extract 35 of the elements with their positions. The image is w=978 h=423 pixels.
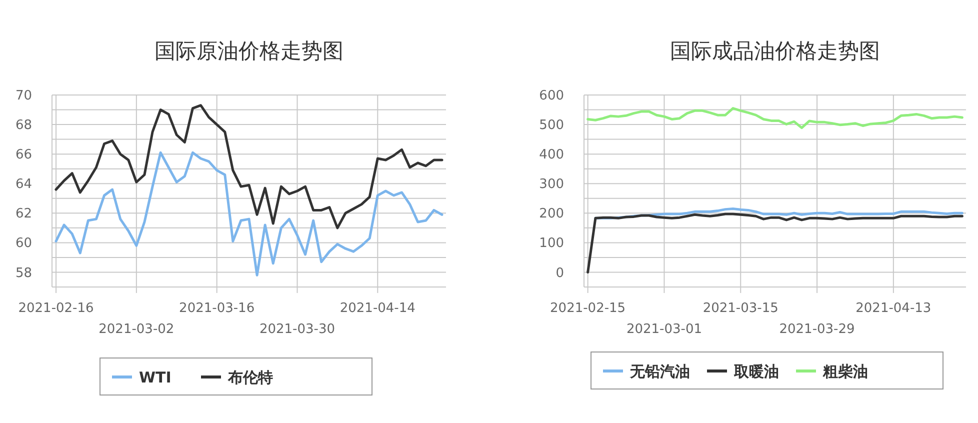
y-tick-label: 200 (539, 206, 564, 222)
chart-title: 国际成品油价格走势图 (670, 39, 880, 63)
x-tick-label: 2021-03-29 (779, 322, 855, 337)
x-tick-label: 2021-02-16 (18, 301, 94, 316)
legend-label: 粗柴油 (822, 362, 868, 380)
line-series (586, 212, 964, 274)
y-tick-label: 58 (15, 266, 32, 281)
x-tick-label: 2021-03-30 (259, 322, 336, 337)
x-tick-label: 2021-03-15 (702, 301, 778, 316)
x-tick-label: 2021-03-16 (179, 301, 255, 316)
x-tick-label: 2021-03-02 (98, 322, 174, 337)
y-tick-label: 600 (539, 88, 564, 104)
x-tick-label: 2021-02-15 (550, 301, 626, 316)
legend-label: 无铅汽油 (629, 362, 690, 380)
line-series (54, 104, 444, 230)
y-tick-label: 68 (15, 118, 32, 134)
legend-label: WTI (139, 368, 172, 386)
y-tick-label: 300 (539, 177, 564, 192)
x-tick-label: 2021-04-14 (340, 301, 416, 316)
line-series (54, 151, 444, 276)
y-tick-label: 500 (539, 118, 564, 134)
y-tick-label: 0 (556, 266, 564, 281)
y-tick-label: 400 (539, 148, 564, 163)
y-tick-label: 100 (539, 236, 564, 252)
y-tick-label: 64 (15, 177, 32, 192)
legend-label: 布伦特 (227, 368, 273, 386)
line-series (586, 107, 964, 130)
chart-title: 国际原油价格走势图 (154, 39, 344, 63)
y-tick-label: 70 (15, 88, 32, 104)
y-tick-label: 62 (15, 206, 32, 222)
legend-label: 取暖油 (733, 362, 779, 380)
y-tick-label: 60 (15, 236, 32, 252)
y-tick-label: 66 (15, 148, 32, 163)
x-tick-label: 2021-03-01 (626, 322, 702, 337)
x-tick-label: 2021-04-13 (856, 301, 932, 316)
